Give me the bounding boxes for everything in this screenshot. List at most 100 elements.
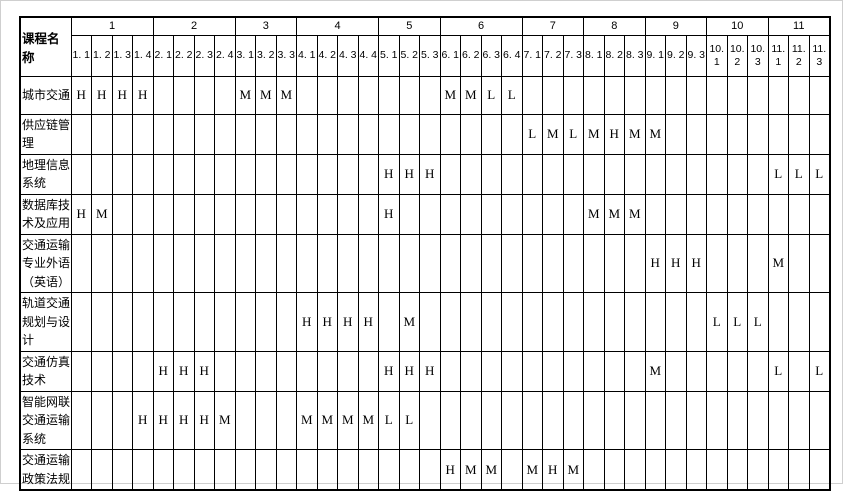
subcol-header: 7. 1: [521, 34, 543, 77]
matrix-cell: H: [70, 75, 92, 115]
matrix-cell: [296, 113, 318, 155]
subcol-header: 6. 3: [480, 34, 502, 77]
matrix-cell: [767, 292, 789, 352]
subcol-header: 6. 1: [439, 34, 461, 77]
matrix-cell: [296, 153, 318, 195]
matrix-cell: [624, 292, 646, 352]
subcol-header: 1. 4: [132, 34, 154, 77]
table-row: 轨道交通规划与设计 H H H H M L L L: [19, 292, 831, 352]
matrix-cell: L: [378, 390, 400, 450]
matrix-cell: [808, 292, 831, 352]
table-row: 交通运输政策法规 H M M M H M: [19, 449, 831, 491]
matrix-cell: [419, 233, 441, 293]
matrix-cell: [255, 113, 277, 155]
matrix-cell: [562, 153, 584, 195]
matrix-cell: [562, 350, 584, 392]
matrix-cell: [767, 193, 789, 235]
table-row: 地理信息系统 H H H L L L: [19, 153, 831, 195]
matrix-cell: H: [193, 390, 215, 450]
matrix-cell: L: [726, 292, 748, 352]
group-header-10: 10: [706, 16, 769, 36]
matrix-cell: [173, 292, 195, 352]
subcol-header: 3. 1: [234, 34, 256, 77]
subcol-header: 2. 3: [193, 34, 215, 77]
matrix-cell: [439, 292, 461, 352]
subcol-header: 10. 3: [747, 34, 769, 77]
corner-header-course-name: 课程名称: [19, 16, 72, 77]
matrix-cell: [70, 233, 92, 293]
group-header-4: 4: [296, 16, 379, 36]
matrix-cell: L: [521, 113, 543, 155]
matrix-cell: [542, 75, 564, 115]
matrix-cell: H: [378, 350, 400, 392]
matrix-cell: [234, 113, 256, 155]
matrix-cell: L: [398, 390, 420, 450]
matrix-cell: [501, 193, 523, 235]
matrix-cell: [173, 153, 195, 195]
matrix-cell: [357, 193, 379, 235]
matrix-cell: M: [337, 390, 359, 450]
group-header-3: 3: [234, 16, 297, 36]
matrix-cell: [460, 350, 482, 392]
matrix-cell: [152, 75, 174, 115]
matrix-cell: [152, 292, 174, 352]
matrix-cell: [460, 233, 482, 293]
matrix-cell: [296, 233, 318, 293]
matrix-cell: [788, 350, 810, 392]
matrix-cell: M: [91, 193, 113, 235]
matrix-cell: [357, 75, 379, 115]
group-header-7: 7: [521, 16, 584, 36]
matrix-cell: [644, 153, 666, 195]
matrix-cell: L: [808, 153, 831, 195]
matrix-cell: [521, 292, 543, 352]
matrix-cell: [419, 292, 441, 352]
matrix-cell: H: [173, 390, 195, 450]
matrix-cell: [439, 233, 461, 293]
matrix-cell: [624, 153, 646, 195]
matrix-cell: [214, 75, 236, 115]
matrix-cell: [583, 292, 605, 352]
matrix-cell: M: [603, 193, 625, 235]
matrix-cell: H: [398, 153, 420, 195]
subcol-header: 9. 3: [685, 34, 707, 77]
matrix-cell: L: [501, 75, 523, 115]
matrix-cell: [70, 390, 92, 450]
matrix-cell: [706, 153, 728, 195]
matrix-cell: [357, 233, 379, 293]
table-row: 供应链管理 L M L M H M M: [19, 113, 831, 155]
matrix-cell: [91, 350, 113, 392]
matrix-cell: [337, 75, 359, 115]
group-header-row: 课程名称 1 2 3 4 5 6 7 8 9 10 11: [19, 16, 831, 77]
matrix-cell: [378, 292, 400, 352]
matrix-cell: [726, 390, 748, 450]
matrix-cell: H: [111, 75, 133, 115]
subcol-header: 5. 1: [378, 34, 400, 77]
group-header-8: 8: [583, 16, 646, 36]
table-row: 数据库技术及应用 H M H M M M: [19, 193, 831, 235]
matrix-cell: [193, 75, 215, 115]
matrix-cell: [439, 153, 461, 195]
matrix-cell: M: [644, 350, 666, 392]
subcol-header: 7. 2: [542, 34, 564, 77]
matrix-cell: [357, 350, 379, 392]
matrix-cell: H: [91, 75, 113, 115]
matrix-cell: [685, 292, 707, 352]
matrix-cell: [111, 292, 133, 352]
matrix-cell: [357, 113, 379, 155]
matrix-cell: [808, 233, 831, 293]
matrix-cell: H: [378, 153, 400, 195]
matrix-cell: M: [460, 75, 482, 115]
subcol-header: 1. 3: [111, 34, 133, 77]
subcol-header: 10. 2: [726, 34, 748, 77]
matrix-cell: M: [398, 292, 420, 352]
matrix-cell: [419, 193, 441, 235]
matrix-cell: [316, 75, 338, 115]
subcol-header: 5. 2: [398, 34, 420, 77]
matrix-cell: M: [214, 390, 236, 450]
matrix-cell: [337, 153, 359, 195]
matrix-cell: [398, 75, 420, 115]
matrix-cell: [726, 193, 748, 235]
course-name-cell: 供应链管理: [19, 113, 72, 155]
matrix-cell: [316, 233, 338, 293]
matrix-cell: [378, 75, 400, 115]
